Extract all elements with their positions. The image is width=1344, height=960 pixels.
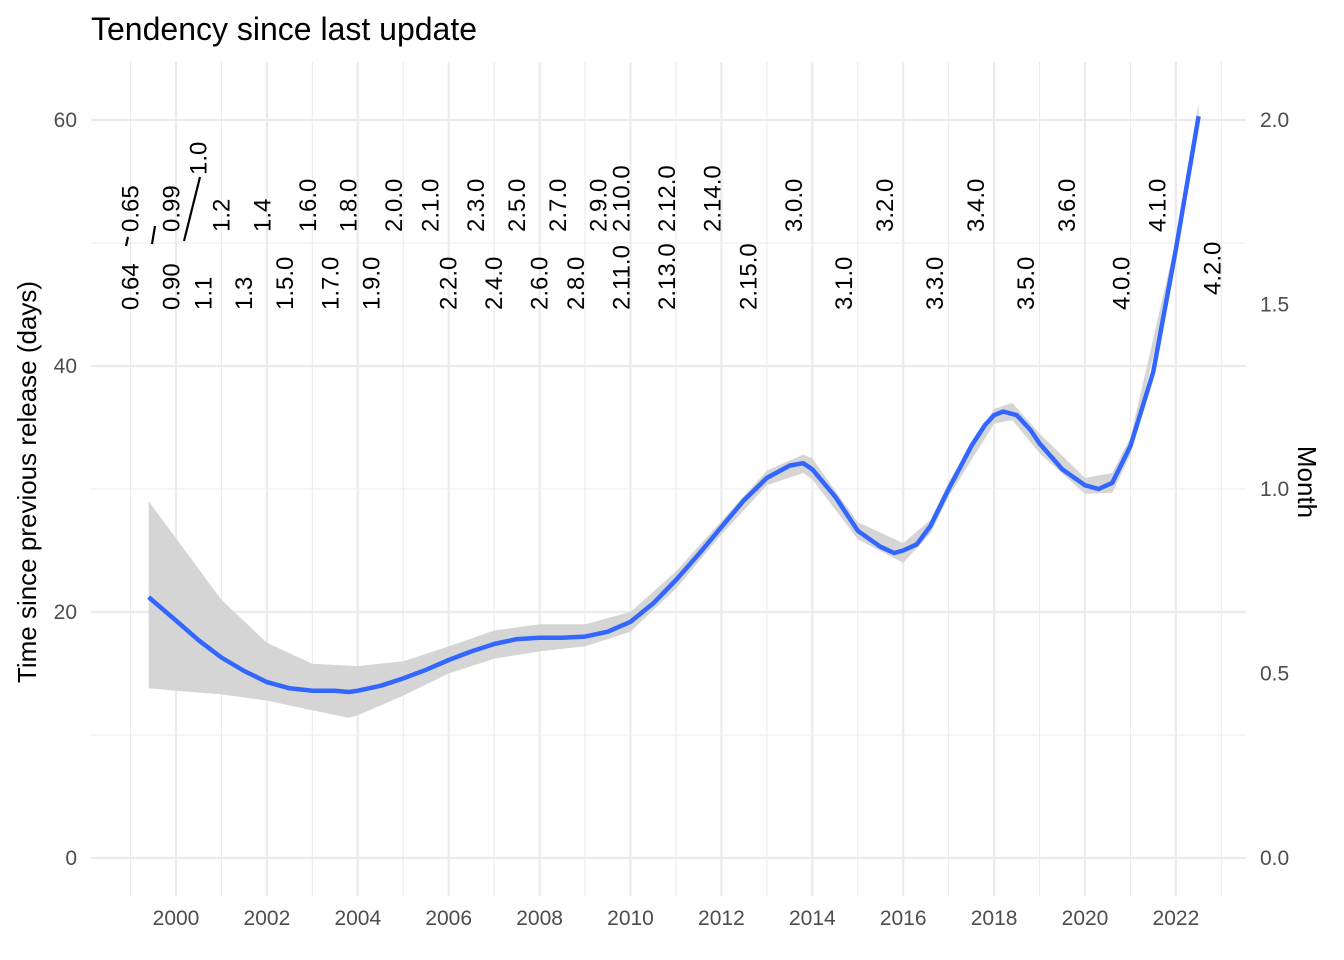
version-label: 3.0.0 bbox=[781, 179, 808, 232]
version-label: 1.1 bbox=[190, 277, 217, 310]
label-connector-segment bbox=[182, 176, 202, 242]
trend-line-layer bbox=[147, 115, 1201, 695]
grid-lines bbox=[91, 62, 1246, 896]
version-label: 0.90 bbox=[159, 263, 186, 310]
version-label: 2.3.0 bbox=[463, 179, 490, 232]
x-tick-label: 2018 bbox=[971, 907, 1018, 930]
version-label: 3.5.0 bbox=[1013, 257, 1040, 310]
version-label: 2.2.0 bbox=[436, 257, 463, 310]
y2-tick-label: 0.0 bbox=[1260, 847, 1289, 870]
version-label: 2.6.0 bbox=[527, 257, 554, 310]
y-tick-label: 20 bbox=[54, 601, 77, 624]
version-label: 0.65 bbox=[118, 185, 145, 232]
version-label: 1.4 bbox=[249, 199, 276, 232]
version-label: 3.1.0 bbox=[831, 257, 858, 310]
x-tick-label: 2010 bbox=[607, 907, 654, 930]
version-label: 1.0 bbox=[186, 142, 213, 175]
version-label: 4.0.0 bbox=[1108, 257, 1135, 310]
version-label: 1.9.0 bbox=[358, 257, 385, 310]
x-tick-label: 2012 bbox=[698, 907, 745, 930]
version-label: 4.1.0 bbox=[1145, 179, 1172, 232]
version-label: 3.2.0 bbox=[872, 179, 899, 232]
confidence-ribbon-layer bbox=[148, 102, 1199, 718]
version-label: 3.3.0 bbox=[922, 257, 949, 310]
version-label: 1.2 bbox=[208, 199, 235, 232]
version-label: 2.0.0 bbox=[381, 179, 408, 232]
version-labels: 0.64 0.65 0.90 0.991.0 1.1 1.2 1.3 1.4 1.5.0 1.6.… bbox=[118, 142, 1227, 310]
label-connector-segments bbox=[124, 176, 202, 247]
x-tick-label: 2016 bbox=[880, 907, 927, 930]
y2-tick-label: 2.0 bbox=[1260, 109, 1289, 132]
version-label: 2.15.0 bbox=[736, 243, 763, 310]
label-connector-segment bbox=[124, 236, 130, 247]
version-label: 3.4.0 bbox=[963, 179, 990, 232]
y-tick-label: 0 bbox=[65, 847, 77, 870]
version-label: 2.11.0 bbox=[608, 245, 635, 310]
version-label: 1.5.0 bbox=[272, 257, 299, 310]
version-label: 2.12.0 bbox=[654, 165, 681, 232]
x-tick-label: 2008 bbox=[516, 907, 563, 930]
version-label: 2.13.0 bbox=[654, 243, 681, 310]
version-label: 1.7.0 bbox=[318, 257, 345, 310]
x-tick-label: 2002 bbox=[244, 907, 291, 930]
version-label: 2.7.0 bbox=[545, 179, 572, 232]
version-label: 0.99 bbox=[159, 185, 186, 232]
version-label: 1.6.0 bbox=[295, 179, 322, 232]
version-label: 2.4.0 bbox=[481, 257, 508, 310]
version-label: 2.9.0 bbox=[586, 179, 613, 232]
version-label: 2.14.0 bbox=[699, 165, 726, 232]
version-label: 1.3 bbox=[231, 277, 258, 310]
y2-tick-label: 1.0 bbox=[1260, 478, 1289, 501]
version-label: 2.8.0 bbox=[563, 257, 590, 310]
y-axis-title: Time since previous release (days) bbox=[12, 281, 42, 683]
version-label: 0.64 bbox=[118, 263, 145, 310]
version-label: 2.5.0 bbox=[504, 179, 531, 232]
version-label: 3.6.0 bbox=[1054, 179, 1081, 232]
version-label: 2.1.0 bbox=[418, 179, 445, 232]
y2-axis-title: Month bbox=[1292, 446, 1322, 518]
version-label: 4.2.0 bbox=[1199, 242, 1226, 295]
y-axis-ticks: 0 20 40 60 bbox=[54, 109, 77, 870]
x-tick-label: 2014 bbox=[789, 907, 836, 930]
x-tick-label: 2004 bbox=[334, 907, 381, 930]
x-axis-ticks: 2000 2002 2004 2006 2008 2010 2012 2014 2016 2018… bbox=[153, 907, 1200, 930]
chart-title: Tendency since last update bbox=[91, 11, 477, 47]
x-tick-label: 2000 bbox=[153, 907, 200, 930]
y2-tick-label: 0.5 bbox=[1260, 663, 1289, 686]
y-tick-label: 60 bbox=[54, 109, 77, 132]
label-connector-segment bbox=[150, 225, 157, 245]
confidence-ribbon bbox=[148, 102, 1199, 718]
x-tick-label: 2022 bbox=[1153, 907, 1200, 930]
y2-tick-label: 1.5 bbox=[1260, 294, 1289, 317]
y2-axis-ticks: 0.0 0.5 1.0 1.5 2.0 bbox=[1260, 109, 1289, 870]
trend-line bbox=[147, 115, 1201, 695]
x-tick-label: 2020 bbox=[1062, 907, 1109, 930]
version-label: 2.10.0 bbox=[608, 165, 635, 232]
version-label: 1.8.0 bbox=[336, 179, 363, 232]
y-tick-label: 40 bbox=[54, 355, 77, 378]
x-tick-label: 2006 bbox=[425, 907, 472, 930]
